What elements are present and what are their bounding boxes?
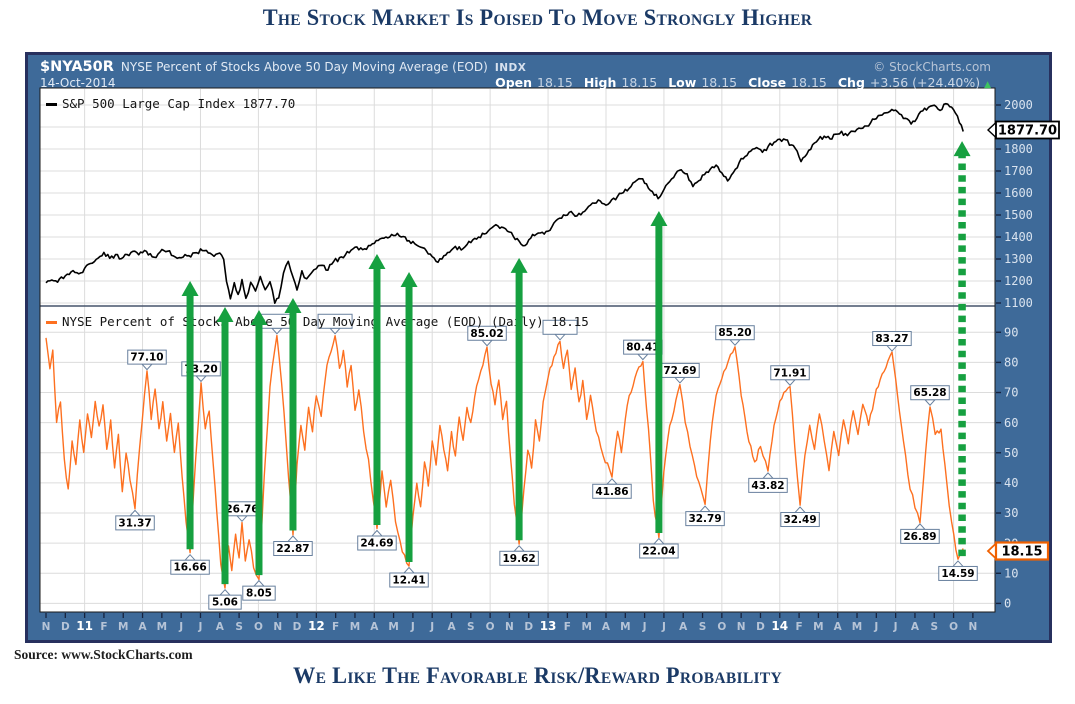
chart-header: $NYA50R NYSE Percent of Stocks Above 50 D… (40, 59, 526, 75)
quote-low-label: Low (668, 75, 697, 90)
stockcharts-credit: © StockCharts.com (873, 60, 991, 74)
ticker-symbol: $NYA50R (40, 59, 114, 75)
chart-box (25, 52, 1052, 643)
change-up-triangle-icon: ▲ (984, 80, 991, 90)
page-title: The Stock Market Is Poised To Move Stron… (262, 5, 813, 30)
black-line-swatch-icon (46, 103, 57, 106)
legend-nyse-percent: NYSE Percent of Stocks Above 50 Day Movi… (46, 314, 589, 329)
exchange-label: INDX (494, 62, 527, 74)
quote-open-label: Open (495, 75, 533, 90)
quote-open-value: 18.15 (537, 75, 573, 90)
quote-chg-label: Chg (837, 75, 865, 90)
legend-sp500-label: S&P 500 Large Cap Index 1877.70 (62, 96, 296, 111)
quote-high-value: 18.15 (621, 75, 658, 90)
source-credit: Source: www.StockCharts.com (14, 647, 193, 662)
quote-chg-value: +3.56 (+24.40%) (869, 75, 981, 90)
quote-low-value: 18.15 (701, 75, 738, 90)
legend-sp500: S&P 500 Large Cap Index 1877.70 (46, 96, 295, 111)
quote-close-label: Close (748, 75, 787, 90)
ohlc-quote-bar: Open 18.15 High 18.15 Low 18.15 Close 18.15 Chg +… (495, 75, 991, 90)
quote-high-label: High (583, 75, 617, 90)
chart-date: 14-Oct-2014 (40, 76, 116, 90)
security-name: NYSE Percent of Stocks Above 50 Day Movi… (120, 60, 488, 74)
bottom-caption: We Like The Favorable Risk/Reward Probab… (293, 663, 782, 688)
quote-close-value: 18.15 (791, 75, 827, 90)
legend-nyse-percent-label: NYSE Percent of Stocks Above 50 Day Movi… (62, 314, 589, 329)
orange-line-swatch-icon (46, 321, 57, 324)
